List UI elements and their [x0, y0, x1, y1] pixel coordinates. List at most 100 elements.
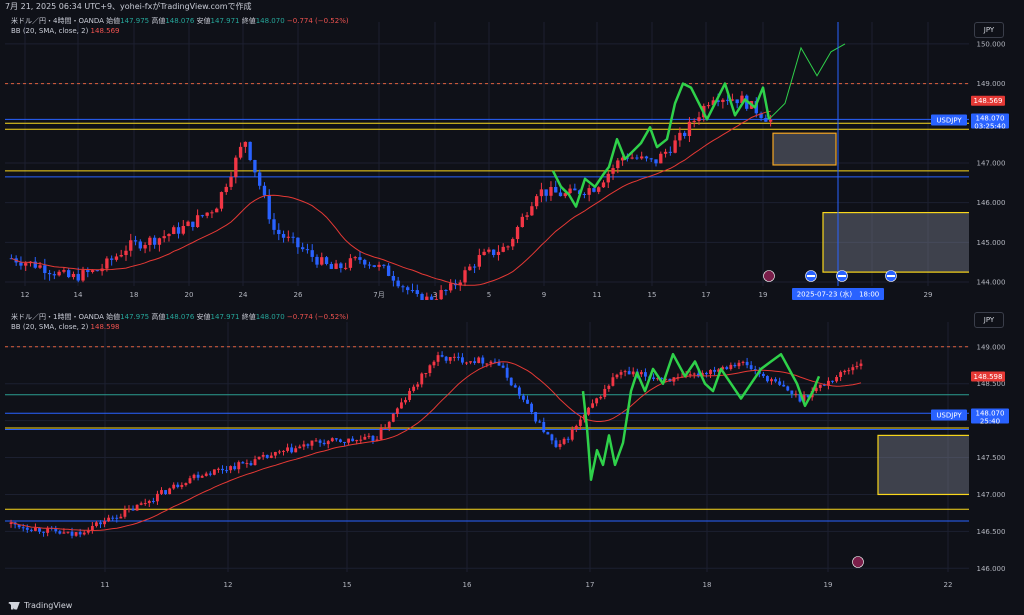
candle-body	[493, 361, 497, 363]
candle-body	[248, 141, 252, 160]
price-tick-label: 150.000	[977, 40, 1006, 48]
candle-body	[461, 357, 464, 363]
candle-body	[759, 113, 763, 118]
candle-body	[538, 421, 542, 423]
candle-body	[644, 156, 649, 159]
candle-body	[245, 463, 249, 465]
candle-body	[554, 440, 558, 447]
price-tick-label: 146.500	[977, 528, 1006, 536]
candle-body	[735, 99, 739, 104]
candle-body	[806, 395, 810, 398]
candle-body	[477, 255, 482, 267]
price-tick-label: 146.000	[977, 565, 1006, 573]
candle-body	[348, 258, 353, 268]
chart-canvas-1h[interactable]: 149.000148.500148.000147.500147.000146.5…	[5, 310, 1019, 590]
candle-body	[406, 287, 410, 291]
candle-body	[717, 369, 721, 372]
candle-body	[180, 485, 184, 487]
candle-body	[379, 427, 383, 440]
candle-body	[558, 192, 563, 197]
candle-body	[481, 357, 485, 364]
candle-body	[449, 283, 453, 291]
candle-body	[334, 263, 338, 269]
candle-body	[599, 396, 603, 399]
candle-body	[54, 528, 58, 532]
candle-body	[391, 413, 395, 422]
candle-body	[740, 95, 744, 104]
candle-body	[511, 239, 515, 247]
date-tick-label: 7月	[373, 291, 384, 299]
legend-4h: 米ドル／円・4時間・OANDA 始値147.975 高値148.076 安値14…	[11, 16, 349, 36]
candle-body	[71, 273, 76, 278]
currency-button[interactable]: JPY	[974, 312, 1004, 328]
candle-body	[296, 237, 300, 248]
price-tick-label: 146.000	[977, 199, 1006, 207]
candle-body	[469, 361, 472, 363]
candle-body	[542, 421, 546, 433]
bb-value-badge	[971, 371, 1005, 382]
legend-low-label: 安値	[196, 313, 211, 321]
candle-body	[261, 454, 265, 457]
candle-body	[463, 270, 467, 283]
candle-body	[786, 386, 790, 391]
candle-body	[310, 440, 314, 446]
candle-body	[530, 206, 534, 216]
candle-body	[38, 527, 41, 532]
candle-body	[711, 100, 715, 106]
candle-body	[269, 455, 273, 458]
candle-body	[324, 257, 329, 264]
candle-body	[839, 372, 843, 378]
chart-pane-1h[interactable]: 149.000148.500148.000147.500147.000146.5…	[5, 310, 1019, 590]
candle-body	[568, 188, 572, 194]
candle-body	[635, 157, 639, 159]
candle-body	[391, 275, 396, 281]
supply-demand-zone	[822, 211, 975, 273]
price-badge	[971, 408, 1009, 424]
price-tick-label: 144.000	[977, 279, 1006, 287]
candle-body	[124, 250, 128, 256]
date-tick-label: 22	[944, 581, 953, 589]
candle-body	[156, 493, 159, 502]
candle-body	[138, 241, 142, 249]
candle-body	[770, 379, 773, 382]
candle-body	[74, 532, 78, 536]
candle-body	[52, 274, 57, 276]
currency-button[interactable]: JPY	[974, 22, 1004, 38]
candle-body	[25, 527, 29, 530]
candle-body	[355, 440, 359, 442]
candle-body	[517, 387, 521, 396]
candle-body	[57, 271, 61, 276]
chart-canvas-4h[interactable]: 150.000149.000148.000147.000146.000145.0…	[5, 14, 1019, 313]
candle-body	[687, 121, 692, 137]
candle-body	[47, 273, 52, 275]
candle-body	[706, 105, 711, 107]
candle-body	[359, 439, 363, 441]
candle-body	[697, 117, 701, 121]
candle-body	[563, 193, 567, 197]
candle-body	[382, 264, 386, 266]
date-tick-label: 20	[185, 291, 194, 299]
candle-body	[157, 238, 162, 245]
candle-body	[505, 367, 509, 378]
chart-pane-4h[interactable]: 150.000149.000148.000147.000146.000145.0…	[5, 14, 1019, 313]
candle-body	[733, 364, 737, 367]
candle-body	[822, 384, 826, 386]
candle-body	[550, 434, 554, 441]
candle-body	[76, 273, 80, 281]
candle-body	[219, 192, 224, 209]
legend-close: 148.070	[255, 17, 285, 25]
candle-body	[225, 470, 228, 472]
legend-open: 147.975	[120, 17, 150, 25]
price-axis: 150.000149.000148.000147.000146.000145.0…	[931, 14, 1019, 300]
legend-bb-value: 148.569	[90, 27, 120, 35]
candle-body	[367, 435, 371, 437]
candle-body	[835, 377, 838, 382]
event-lightning-icon-circle	[763, 270, 775, 282]
date-tick-label: 17	[702, 291, 711, 299]
candle-body	[78, 532, 82, 535]
candle-body	[42, 531, 45, 533]
candle-body	[692, 373, 696, 375]
candle-body	[119, 255, 123, 257]
candle-body	[725, 367, 729, 369]
candle-body	[477, 357, 481, 363]
